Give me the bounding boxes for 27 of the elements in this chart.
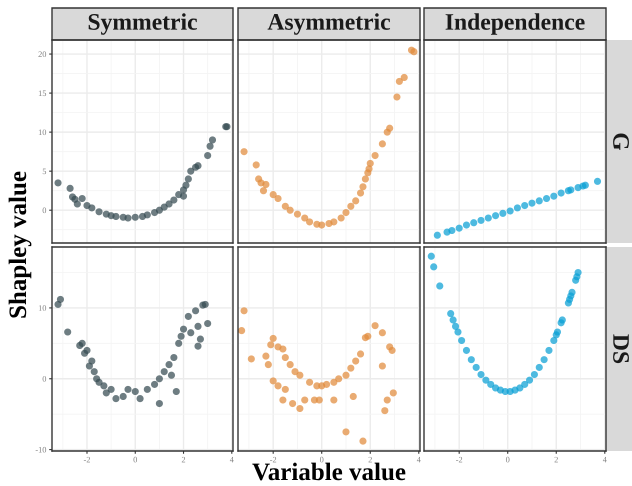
- x-tick-label: 0: [506, 456, 510, 462]
- x-tick-label: 4: [416, 456, 421, 462]
- x-axis-title: Variable value: [252, 462, 406, 480]
- y-tick-label: 10: [38, 305, 46, 311]
- y-tick-label: -10: [36, 446, 46, 453]
- x-tick-label: 4: [602, 456, 607, 462]
- x-tick-label: 2: [554, 456, 558, 462]
- x-tick-label: -2: [270, 456, 276, 462]
- y-tick-label: 0: [42, 208, 46, 214]
- chart-title: Asymmetric: [268, 13, 390, 35]
- x-tick-label: 0: [133, 456, 138, 462]
- y-axis-title: Shapley value: [8, 172, 32, 318]
- chart-title: Symmetric: [88, 13, 197, 35]
- y-tick-label: 15: [38, 90, 46, 96]
- y2-axis-title: DS: [613, 334, 629, 364]
- x-tick-label: -2: [84, 456, 90, 462]
- x-tick-label: 4: [230, 456, 234, 462]
- y-tick-label: 0: [42, 376, 46, 382]
- x-tick-label: 0: [320, 456, 324, 462]
- x-tick-label: 2: [182, 456, 186, 462]
- y-tick-label: 10: [38, 129, 46, 136]
- x-tick-label: 2: [368, 456, 372, 462]
- y-tick-label: 20: [38, 51, 46, 58]
- y2-axis-title: G: [613, 133, 629, 150]
- y-tick-label: 5: [42, 168, 46, 174]
- x-tick-label: -2: [456, 456, 462, 462]
- chart-title: Independence: [446, 13, 585, 35]
